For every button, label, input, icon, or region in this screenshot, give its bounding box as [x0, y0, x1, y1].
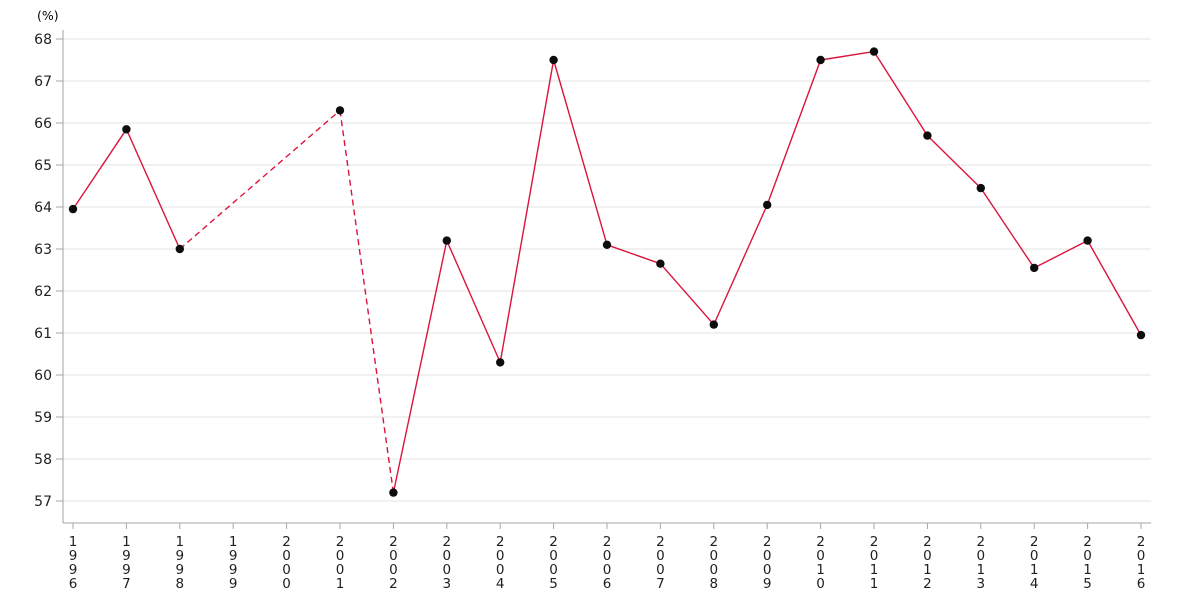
labels-layer: (%)	[37, 8, 59, 23]
series-line-segment	[72, 128, 127, 210]
data-point-marker	[1136, 330, 1146, 340]
data-point-marker	[656, 259, 665, 268]
markers-layer	[68, 47, 1146, 497]
y-axis-tick-label: 63	[34, 242, 52, 258]
data-point-marker	[976, 183, 985, 193]
series-line-segment	[125, 129, 181, 250]
gridlines-layer	[63, 38, 1151, 502]
y-axis-tick-label: 57	[34, 494, 52, 510]
series-line-segment	[713, 204, 768, 325]
y-axis-tick-label: 60	[34, 368, 52, 384]
y-axis-tick-label: 68	[34, 32, 52, 48]
y-axis-tick-label: 65	[34, 158, 52, 174]
y-axis-unit-label: (%)	[37, 8, 59, 23]
series-line-segment	[820, 50, 875, 61]
y-axis-tick-label: 61	[34, 326, 52, 342]
data-point-marker	[175, 244, 184, 254]
series-line-segment	[392, 240, 448, 493]
series-line-segment	[873, 51, 928, 136]
data-point-marker	[763, 200, 772, 210]
series-line-segment	[1086, 240, 1142, 336]
y-axis-tick-label: 62	[34, 284, 52, 300]
data-point-marker	[335, 106, 345, 115]
series-line-segment	[766, 59, 822, 206]
data-point-marker	[389, 488, 398, 497]
data-point-marker	[709, 320, 718, 329]
y-axis-tick-label: 66	[34, 116, 52, 132]
y-axis-tick-label: 59	[34, 410, 52, 426]
data-point-marker	[1030, 263, 1039, 273]
y-axis-tick-label: 58	[34, 452, 52, 468]
series-line-segment-dashed	[179, 109, 341, 250]
series-line-segment	[659, 263, 715, 326]
data-point-marker	[869, 47, 879, 56]
series-line-segment	[606, 244, 661, 265]
data-point-marker	[549, 55, 558, 65]
data-point-marker	[442, 236, 451, 245]
data-point-marker	[816, 55, 825, 65]
series-line-segment	[926, 135, 982, 189]
y-axis-tick-label: 67	[34, 74, 52, 90]
data-point-marker	[122, 125, 131, 134]
series-line-segment-dashed	[339, 110, 395, 493]
series-line-segment	[446, 240, 501, 363]
data-point-marker	[602, 240, 612, 249]
data-point-marker	[68, 204, 78, 214]
series-line-segment	[499, 59, 555, 363]
series-line-segment	[552, 59, 608, 245]
y-axis-tick-label: 64	[34, 200, 52, 216]
series-layer	[72, 50, 1142, 493]
series-line-segment	[980, 187, 1035, 269]
series-line-segment	[1033, 239, 1088, 269]
data-point-marker	[923, 131, 932, 140]
axes-layer: 57 58 59 60 61 62 63 64 65 66 67 68 1 9 9 6 1 9 9 7 1 9 9 8 1 9 9 9…	[34, 30, 1151, 592]
data-point-marker	[496, 358, 505, 367]
data-point-marker	[1083, 236, 1092, 245]
